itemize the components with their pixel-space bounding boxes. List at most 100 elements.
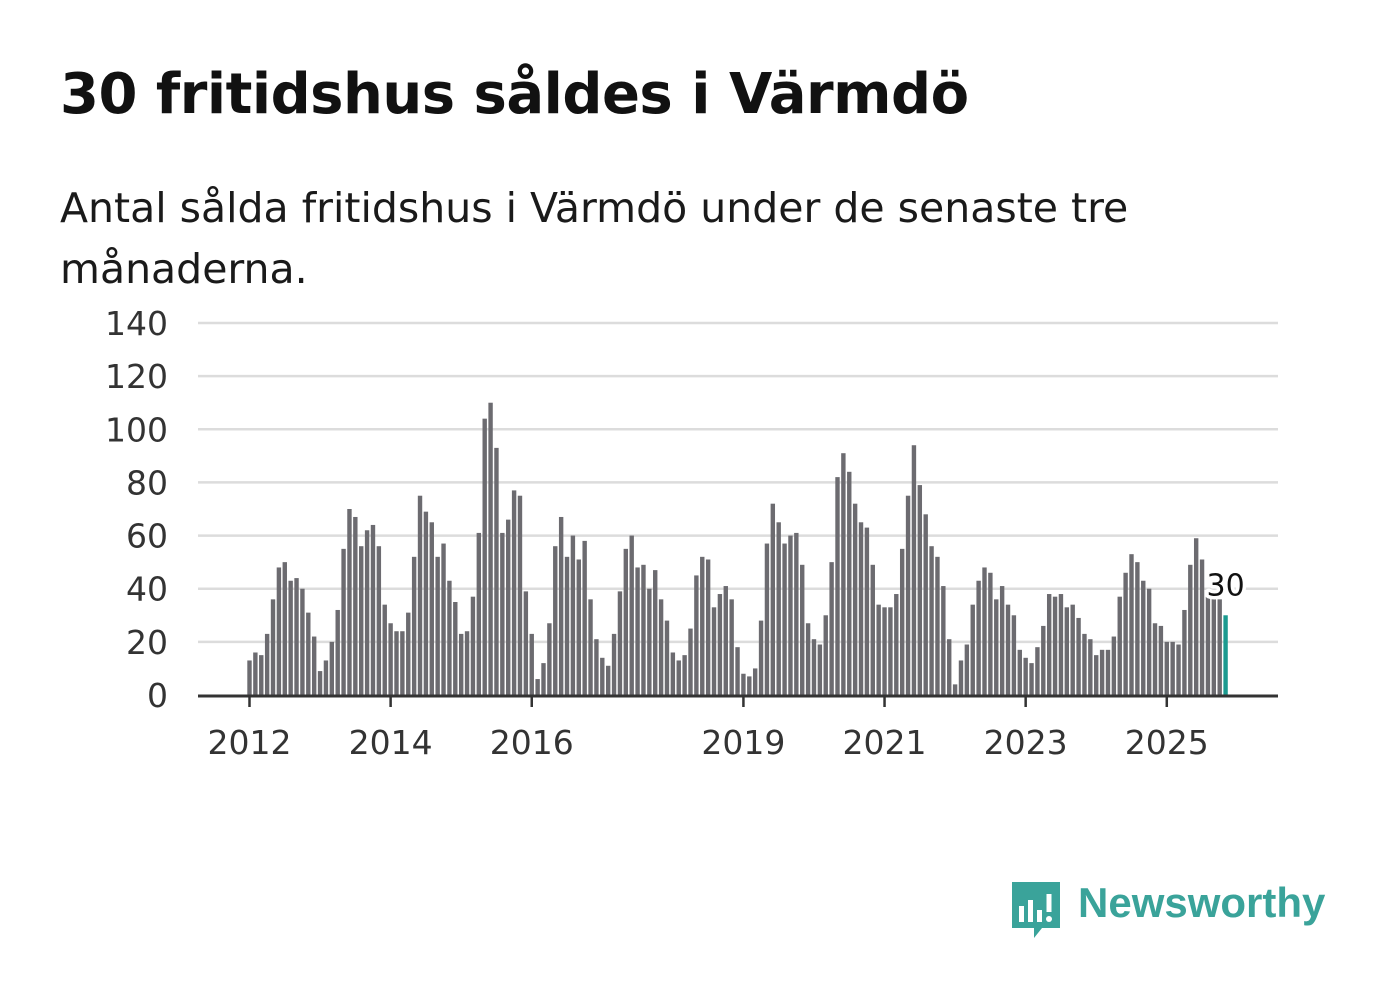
bar xyxy=(988,572,993,695)
bar xyxy=(841,453,846,695)
y-tick-label: 40 xyxy=(126,570,168,609)
bar xyxy=(411,556,417,695)
highlight-value-label: 30 xyxy=(1206,568,1244,603)
bar xyxy=(776,522,781,695)
bar xyxy=(1123,572,1128,695)
bar xyxy=(723,586,728,695)
bar xyxy=(1141,580,1146,695)
bar xyxy=(429,522,434,695)
bar xyxy=(1164,641,1169,695)
bar xyxy=(588,599,593,695)
bar xyxy=(423,511,429,695)
bar xyxy=(288,580,293,695)
bar xyxy=(323,660,329,695)
bar xyxy=(1158,625,1164,695)
bar xyxy=(911,445,917,695)
bar xyxy=(1070,604,1075,695)
bar xyxy=(929,546,934,695)
chat-bar-chart-icon xyxy=(1012,882,1060,938)
y-tick-label: 140 xyxy=(105,304,168,343)
bar xyxy=(1035,647,1040,695)
bar xyxy=(306,612,311,695)
bar xyxy=(658,599,664,695)
bar xyxy=(1211,591,1217,695)
bar xyxy=(1182,609,1187,695)
bar xyxy=(617,591,623,695)
bar xyxy=(947,639,952,695)
bar xyxy=(864,527,870,695)
bar xyxy=(253,652,258,695)
bar xyxy=(1029,663,1034,695)
chart-title: 30 fritidshus såldes i Värmdö xyxy=(60,62,969,127)
bar xyxy=(1199,559,1205,695)
bar xyxy=(317,671,323,695)
bar xyxy=(994,599,999,695)
bar xyxy=(523,591,529,695)
bar xyxy=(576,559,581,695)
bar xyxy=(1005,604,1011,695)
bar xyxy=(705,559,711,695)
x-tick-label: 2021 xyxy=(843,723,927,762)
bar xyxy=(682,655,687,695)
bar xyxy=(417,495,423,695)
bar xyxy=(653,570,658,695)
bar xyxy=(1176,644,1181,695)
x-tick-label: 2023 xyxy=(984,723,1068,762)
bar xyxy=(858,522,864,695)
bar xyxy=(1111,636,1117,695)
bar xyxy=(800,564,805,695)
bar xyxy=(329,641,335,695)
bar xyxy=(982,567,987,695)
bar xyxy=(1088,639,1093,695)
bar xyxy=(941,586,946,695)
logo-wordmark: Newsworthy xyxy=(1078,879,1326,926)
bar xyxy=(758,620,764,695)
bar xyxy=(1217,599,1222,695)
bar xyxy=(276,567,282,695)
bar xyxy=(888,607,893,695)
bar xyxy=(958,660,964,695)
bar xyxy=(764,543,770,695)
bar xyxy=(964,644,970,695)
bar xyxy=(770,503,776,695)
bars xyxy=(247,402,1228,695)
bar xyxy=(1058,594,1064,695)
bar xyxy=(1064,607,1070,695)
bar xyxy=(370,524,376,695)
bar xyxy=(294,578,299,695)
bar xyxy=(453,602,458,695)
bar xyxy=(535,679,540,695)
bar xyxy=(547,623,552,695)
bar xyxy=(359,546,364,695)
bar xyxy=(664,620,670,695)
bar xyxy=(641,564,646,695)
bar xyxy=(1023,657,1028,695)
bar xyxy=(647,588,652,695)
bar xyxy=(735,647,740,695)
bar xyxy=(894,594,899,695)
highlight-bar xyxy=(1223,615,1228,695)
bar xyxy=(1146,588,1152,695)
bar xyxy=(623,548,629,695)
bar xyxy=(829,562,834,695)
bar xyxy=(788,535,793,695)
bar xyxy=(600,657,605,695)
bar xyxy=(694,575,699,695)
bar xyxy=(817,644,823,695)
bar xyxy=(529,633,534,695)
bar xyxy=(558,516,564,695)
bar xyxy=(570,535,576,695)
bar xyxy=(300,588,305,695)
bar xyxy=(1052,596,1058,695)
bar xyxy=(482,418,487,695)
bar xyxy=(353,516,358,695)
bar xyxy=(1082,633,1087,695)
bar xyxy=(823,615,828,695)
bar xyxy=(1105,649,1111,695)
bar xyxy=(458,633,464,695)
y-tick-label: 120 xyxy=(105,357,168,396)
bar xyxy=(382,604,387,695)
bar xyxy=(247,660,252,695)
bar xyxy=(835,477,840,695)
bar xyxy=(594,639,599,695)
